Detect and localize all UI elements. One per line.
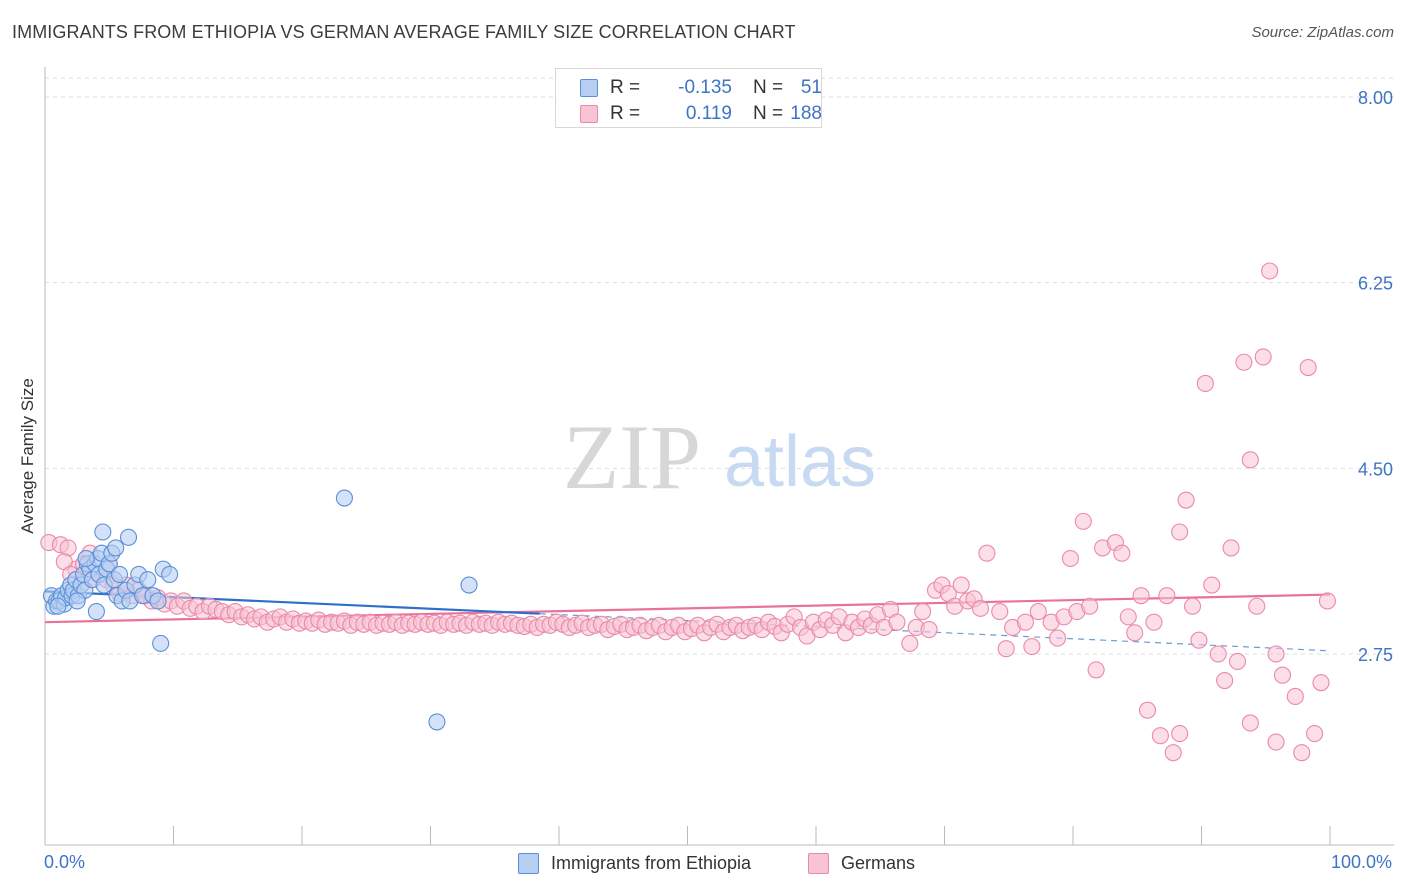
germans-point (1235, 353, 1253, 371)
germans-point (1306, 725, 1324, 743)
ethiopia-point (110, 565, 129, 583)
germans-point (1151, 727, 1169, 745)
germans-point (1061, 549, 1079, 568)
ethiopia-point (49, 597, 67, 615)
germans-point (1299, 358, 1317, 377)
germans-point (1312, 674, 1330, 692)
chart-title: IMMIGRANTS FROM ETHIOPIA VS GERMAN AVERA… (12, 22, 796, 42)
ethiopia-point (161, 565, 179, 583)
germans-point (1286, 687, 1304, 705)
germans-point (1029, 603, 1047, 621)
n-value: 51 (800, 77, 822, 98)
n-label: N = (753, 77, 784, 98)
germans-point (1222, 539, 1240, 557)
germans-point (978, 544, 996, 562)
ethiopia-point (149, 592, 167, 610)
germans-swatch (580, 105, 598, 123)
grid-layer (45, 77, 1394, 655)
ethiopia-point (119, 528, 138, 546)
ethiopia-point (152, 634, 170, 652)
r-label: R = (610, 77, 641, 98)
germans-point (997, 640, 1015, 658)
germans-point (1267, 733, 1285, 751)
germans-point (1254, 348, 1272, 366)
n-label: N = (753, 103, 784, 124)
series-legend: Immigrants from Ethiopia Germans (0, 852, 1406, 878)
germans-point (1074, 512, 1092, 530)
germans-point (1158, 587, 1176, 605)
germans-point (1171, 725, 1189, 743)
r-value: -0.135 (678, 77, 732, 98)
ethiopia-point (94, 523, 112, 541)
source-label: Source: ZipAtlas.com (1251, 24, 1394, 41)
germans-point (1190, 631, 1208, 649)
germans-point (1126, 624, 1144, 642)
germans-point (1049, 629, 1067, 647)
germans-point (914, 603, 932, 621)
r-value: 0.119 (685, 103, 732, 124)
germans-point (1196, 374, 1214, 393)
y-tick-label: 4.50 (1358, 459, 1393, 479)
germans-point (1273, 666, 1292, 684)
germans-point (1241, 451, 1259, 469)
y-tick-label: 8.00 (1358, 88, 1393, 108)
germans-point (1023, 638, 1041, 656)
watermark-zip: ZIP (563, 406, 701, 508)
germans-point (1145, 613, 1163, 631)
ethiopia-point (68, 592, 86, 610)
germans-point (888, 613, 906, 631)
germans-point (1177, 491, 1195, 509)
germans-point (1087, 661, 1105, 679)
axis-layer (44, 67, 1394, 846)
ethiopia-legend-swatch (518, 853, 539, 874)
germans-point (1293, 744, 1311, 762)
germans-point (1183, 597, 1202, 615)
ethiopia-point (139, 571, 157, 589)
germans-point (1119, 608, 1137, 626)
germans-point (1164, 744, 1182, 762)
germans-point (1216, 671, 1234, 690)
germans-point (1016, 613, 1035, 631)
germans-point (952, 576, 970, 594)
correlation-legend: R = -0.135 N = 51 R = 0.119 N = 188 (555, 68, 822, 128)
y-tick-label: 2.75 (1358, 645, 1393, 665)
watermark-atlas: atlas (724, 422, 876, 502)
ethiopia-point (87, 603, 105, 621)
ethiopia-point (428, 713, 446, 731)
germans-point (991, 603, 1009, 621)
germans-point (1261, 262, 1279, 280)
points-layer (40, 262, 1336, 762)
ethiopia-point (460, 576, 478, 594)
ethiopia-point (107, 539, 125, 557)
y-tick-label: 6.25 (1358, 274, 1393, 294)
r-label: R = (610, 103, 641, 124)
germans-point (1209, 645, 1227, 663)
germans-point (1081, 597, 1099, 615)
ethiopia-point (77, 549, 95, 568)
ethiopia-point (335, 489, 353, 507)
legend-label: Germans (841, 853, 916, 873)
germans-legend-swatch (808, 853, 829, 874)
n-value: 188 (790, 103, 822, 124)
germans-point (1267, 645, 1285, 663)
legend-label: Immigrants from Ethiopia (551, 853, 752, 873)
germans-point (1113, 544, 1131, 562)
watermark: ZIP atlas (563, 406, 876, 508)
germans-point (1132, 587, 1150, 605)
ethiopia-swatch (580, 79, 598, 97)
germans-point (1203, 576, 1221, 594)
germans-point (1241, 714, 1259, 732)
germans-point (1228, 652, 1247, 670)
germans-point (1171, 523, 1189, 541)
y-tick-labels: 2.75 4.50 6.25 8.00 (1358, 88, 1393, 665)
x-tick-label-max: 100.0% (1330, 852, 1392, 872)
germans-point (971, 599, 990, 617)
germans-point (1248, 597, 1266, 615)
germans-point (901, 634, 919, 652)
germans-point (920, 621, 938, 639)
x-tick-label-min: 0.0% (44, 852, 86, 872)
germans-point (1318, 592, 1336, 610)
germans-point (1138, 701, 1157, 719)
